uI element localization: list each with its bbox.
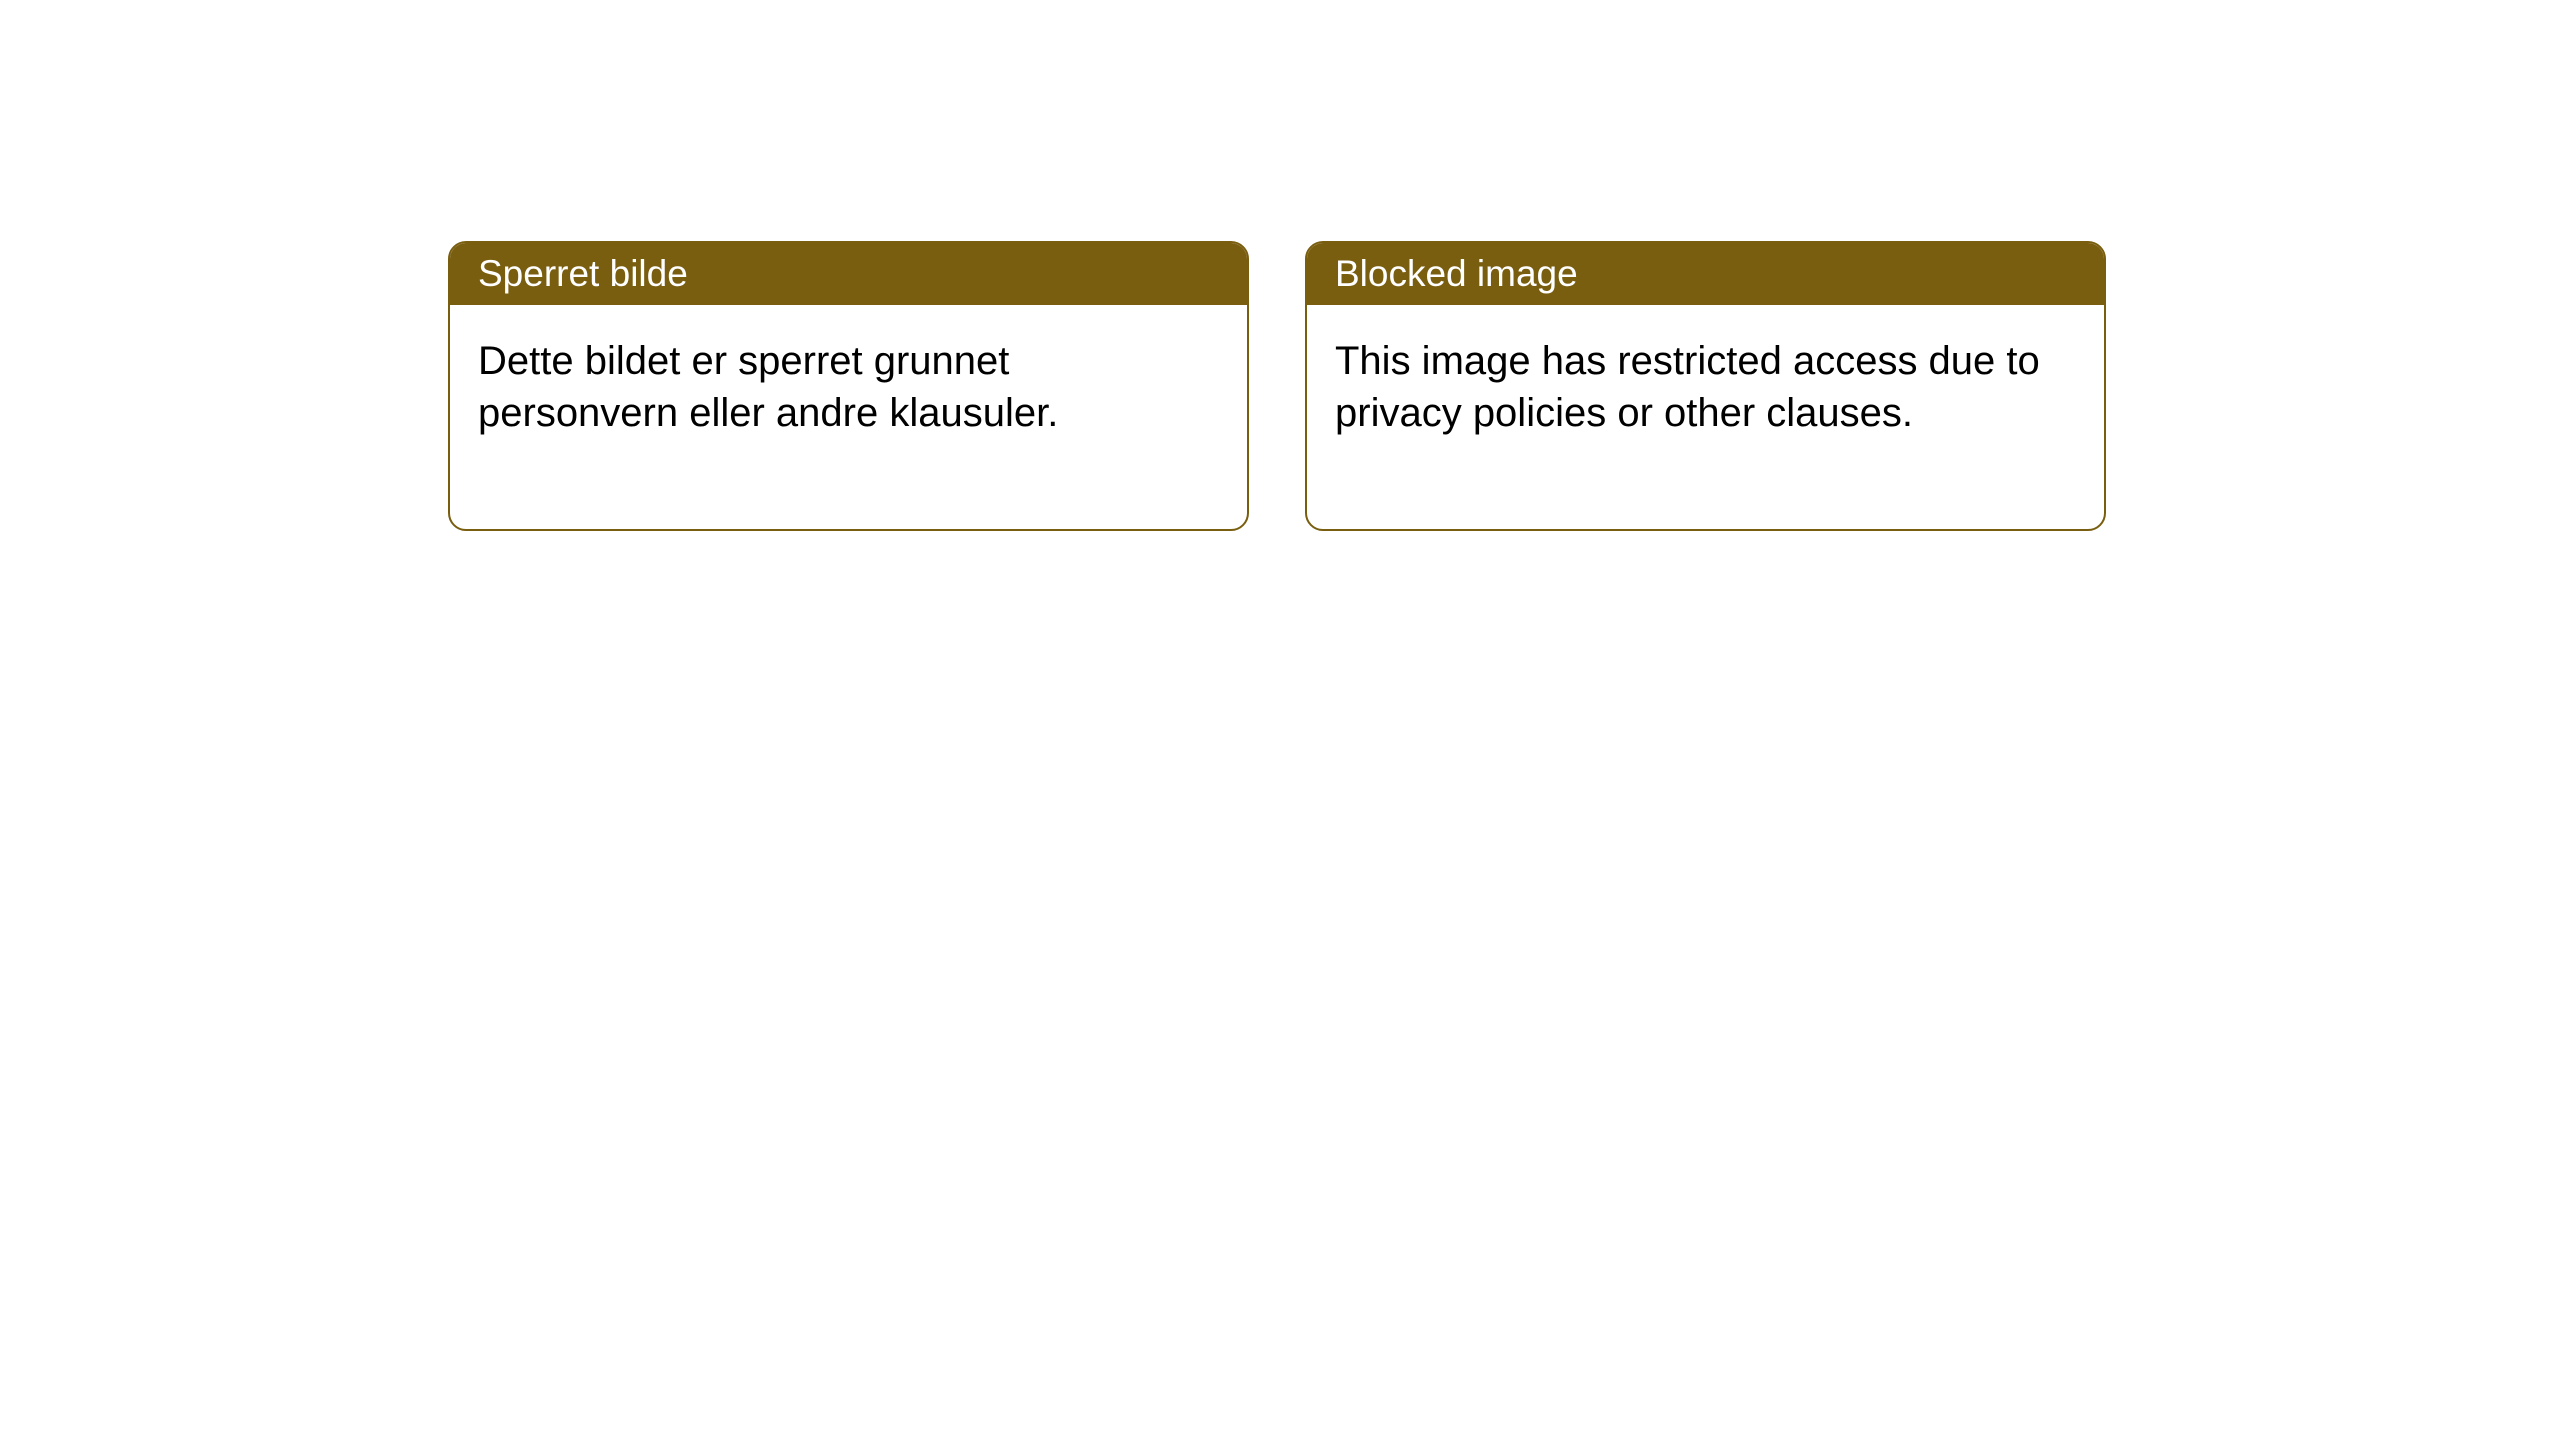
notice-title: Blocked image (1307, 243, 2104, 305)
notice-body: Dette bildet er sperret grunnet personve… (450, 305, 1247, 529)
notice-card-english: Blocked image This image has restricted … (1305, 241, 2106, 531)
notice-card-norwegian: Sperret bilde Dette bildet er sperret gr… (448, 241, 1249, 531)
notice-container: Sperret bilde Dette bildet er sperret gr… (448, 241, 2106, 531)
notice-title: Sperret bilde (450, 243, 1247, 305)
notice-body: This image has restricted access due to … (1307, 305, 2104, 529)
